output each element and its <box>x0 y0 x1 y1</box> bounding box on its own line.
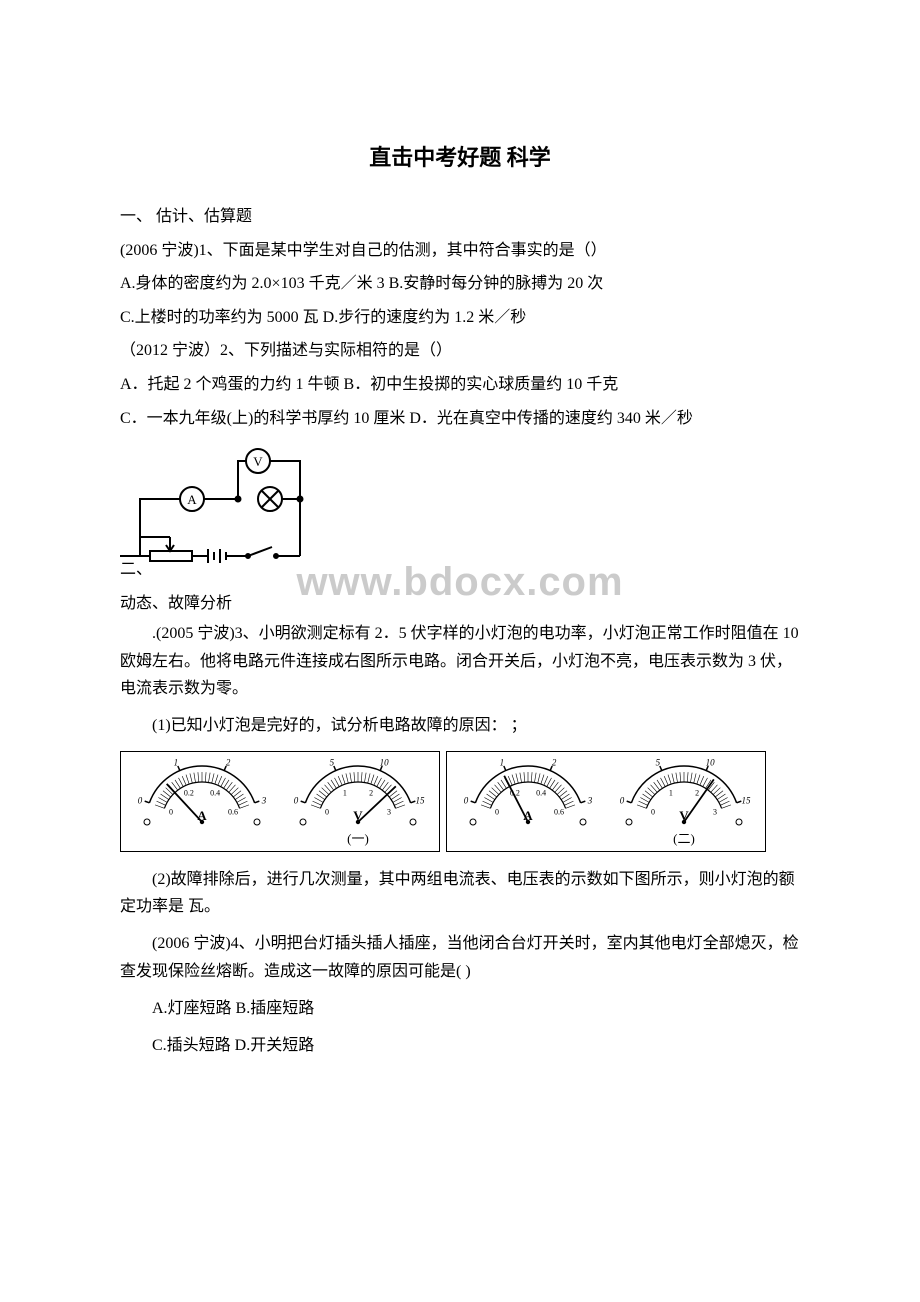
svg-text:3: 3 <box>587 796 593 806</box>
svg-text:0: 0 <box>651 808 655 817</box>
q2-line-ab: A．托起 2 个鸡蛋的力约 1 牛顿 B．初中生投掷的实心球质量约 10 千克 <box>120 368 800 402</box>
svg-text:2: 2 <box>552 757 557 767</box>
q4-stem: (2006 宁波)4、小明把台灯插头插人插座，当他闭合台灯开关时，室内其他电灯全… <box>120 930 800 984</box>
section-2-rest: 动态、故障分析 <box>120 587 800 621</box>
svg-text:5: 5 <box>330 757 335 767</box>
section-1-heading: 一、 估计、估算题 <box>120 200 800 234</box>
q3-stem: .(2005 宁波)3、小明欲测定标有 2．5 伏字样的小灯泡的电功率，小灯泡正… <box>120 620 800 702</box>
svg-text:0: 0 <box>495 808 499 817</box>
svg-text:0.6: 0.6 <box>228 808 238 817</box>
svg-text:0.4: 0.4 <box>536 789 546 798</box>
svg-text:0.4: 0.4 <box>210 789 220 798</box>
svg-text:1: 1 <box>669 789 673 798</box>
svg-text:0.2: 0.2 <box>184 789 194 798</box>
q4-line-ab: A.灯座短路 B.插座短路 <box>120 995 800 1022</box>
svg-text:10: 10 <box>706 757 716 767</box>
svg-text:15: 15 <box>416 796 426 806</box>
ammeter-label: A <box>187 492 197 507</box>
svg-text:0: 0 <box>464 796 469 806</box>
svg-text:3: 3 <box>713 808 717 817</box>
meter-g1-ammeter: 012300.20.40.6A <box>127 756 277 826</box>
q1-line-ab: A.身体的密度约为 2.0×103 千克／米 3 B.安静时每分钟的脉搏为 20… <box>120 267 800 301</box>
q1-line-cd: C.上楼时的功率约为 5000 瓦 D.步行的速度约为 1.2 米／秒 <box>120 301 800 335</box>
meter-g2-ammeter: 012300.20.40.6A <box>453 756 603 826</box>
svg-text:2: 2 <box>369 789 373 798</box>
page-title: 直击中考好题 科学 <box>120 140 800 172</box>
q3-part2: (2)故障排除后，进行几次测量，其中两组电流表、电压表的示数如下图所示，则小灯泡… <box>120 866 800 920</box>
svg-text:10: 10 <box>380 757 390 767</box>
svg-text:3: 3 <box>261 796 267 806</box>
meter-g2-voltmeter: 0510150123V <box>609 756 759 826</box>
meter-group-1: 012300.20.40.6A 0510150123V (一) <box>120 751 440 852</box>
group2-label: (二) <box>673 828 695 847</box>
meter-g1-voltmeter: 0510150123V <box>283 756 433 826</box>
svg-text:1: 1 <box>500 757 505 767</box>
svg-text:0: 0 <box>138 796 143 806</box>
svg-text:0: 0 <box>325 808 329 817</box>
svg-text:0.6: 0.6 <box>554 808 564 817</box>
q1-stem: (2006 宁波)1、下面是某中学生对自己的估测，其中符合事实的是（） <box>120 234 800 268</box>
svg-text:2: 2 <box>695 789 699 798</box>
svg-text:1: 1 <box>174 757 179 767</box>
svg-text:15: 15 <box>742 796 752 806</box>
q4-line-cd: C.插头短路 D.开关短路 <box>120 1032 800 1059</box>
svg-text:0: 0 <box>294 796 299 806</box>
q2-line-cd: C．一本九年级(上)的科学书厚约 10 厘米 D．光在真空中传播的速度约 340… <box>120 402 800 436</box>
group1-label: (一) <box>347 828 369 847</box>
q3-part1: (1)已知小灯泡是完好的，试分析电路故障的原因： ； <box>120 712 800 739</box>
section-2-prefix-text: 二、 <box>120 561 152 578</box>
meters-row: 012300.20.40.6A 0510150123V (一) 012300.2… <box>120 751 800 852</box>
svg-text:5: 5 <box>656 757 661 767</box>
meter-group-2: 012300.20.40.6A 0510150123V (二) <box>446 751 766 852</box>
svg-text:1: 1 <box>343 789 347 798</box>
svg-text:0: 0 <box>169 808 173 817</box>
svg-text:2: 2 <box>226 757 231 767</box>
svg-text:0: 0 <box>620 796 625 806</box>
q2-stem: （2012 宁波）2、下列描述与实际相符的是（） <box>120 334 800 368</box>
svg-text:3: 3 <box>387 808 391 817</box>
voltmeter-label: V <box>253 454 263 469</box>
